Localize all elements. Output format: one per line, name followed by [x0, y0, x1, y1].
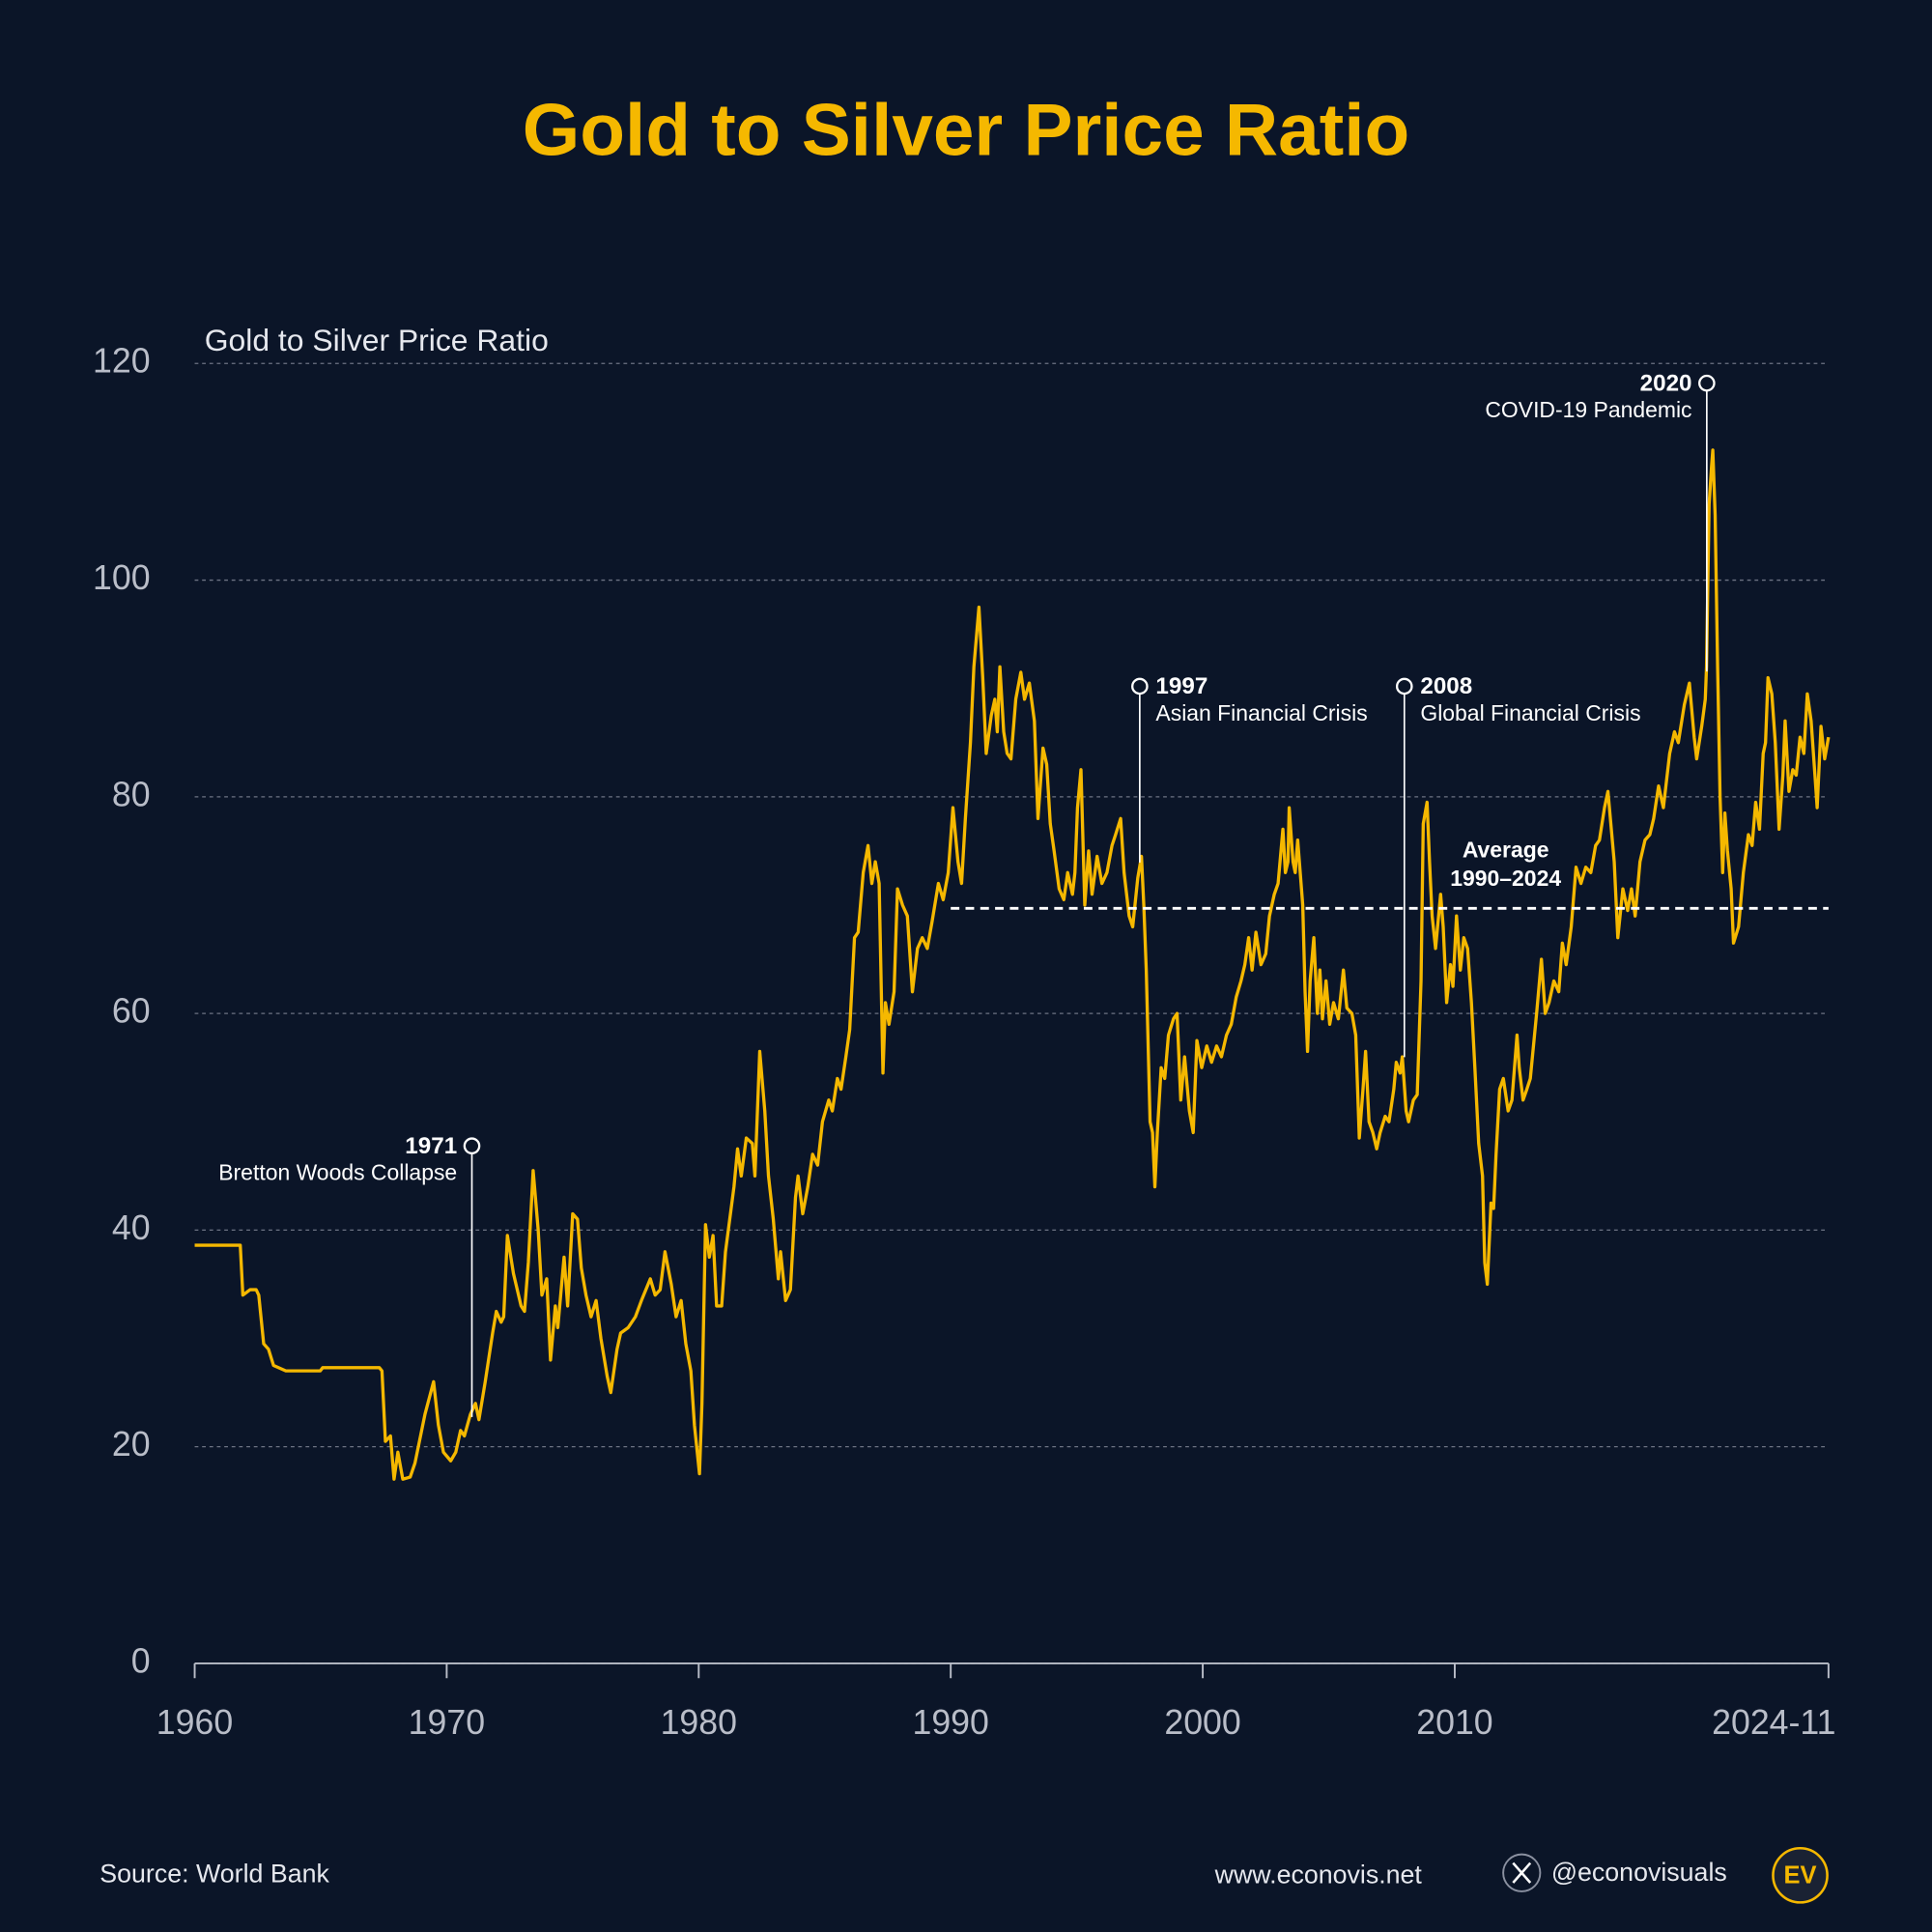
annotation-event: Asian Financial Crisis: [1155, 700, 1367, 725]
annotation-event: COVID-19 Pandemic: [1485, 397, 1691, 422]
logo-circle: [1772, 1846, 1829, 1904]
chart-title: Gold to Silver Price Ratio: [523, 90, 1409, 172]
annotation-event: Bretton Woods Collapse: [218, 1160, 457, 1185]
y-tick-label: 120: [93, 342, 151, 381]
source: Source: World Bank: [99, 1859, 329, 1888]
y-tick-label: 0: [131, 1641, 151, 1680]
logo: EV: [1784, 1861, 1817, 1889]
footer: Source: World Bank www.econovis.net @eco…: [99, 1846, 1829, 1904]
y-tick-label: 60: [112, 992, 151, 1031]
x-tick-label: 1980: [661, 1703, 737, 1742]
annotation-marker: [463, 1137, 481, 1155]
annotation-event: Global Financial Crisis: [1420, 700, 1640, 725]
annotation-year: 2020: [1640, 370, 1692, 396]
grid: 0 20 40 60 80 100 120 1960 1970 1980 1990 2000 2010 2…: [93, 342, 1835, 1742]
y-tick-label: 80: [112, 775, 151, 813]
x-icon: [1502, 1853, 1542, 1892]
handle: @econovisuals: [1551, 1858, 1727, 1887]
x-tick-label: 2024-11: [1712, 1703, 1835, 1742]
plot-area: Average 1990–2024: [194, 448, 1831, 1481]
annotation-year: 1971: [405, 1133, 457, 1159]
y-axis-label: Gold to Silver Price Ratio: [205, 323, 549, 357]
annotation-year: 1997: [1155, 673, 1208, 699]
y-tick-label: 100: [93, 558, 151, 597]
annotation-year: 2008: [1420, 673, 1472, 699]
x-icon-glyph: [1512, 1861, 1532, 1884]
average-period: 1990–2024: [1450, 866, 1561, 891]
x-tick-label: 2000: [1164, 1703, 1240, 1742]
x-tick-label: 1960: [156, 1703, 233, 1742]
annotation-marker: [1395, 677, 1413, 696]
annotation-marker: [1698, 374, 1716, 392]
y-tick-label: 40: [112, 1208, 151, 1247]
x-tick-label: 1970: [409, 1703, 485, 1742]
x-tick-label: 2010: [1416, 1703, 1492, 1742]
annotation-marker: [1131, 677, 1149, 696]
website: www.econovis.net: [1214, 1861, 1423, 1889]
y-tick-label: 20: [112, 1425, 151, 1463]
data-line: [194, 448, 1831, 1481]
average-label: Average: [1463, 837, 1549, 862]
x-tick-label: 1990: [912, 1703, 988, 1742]
